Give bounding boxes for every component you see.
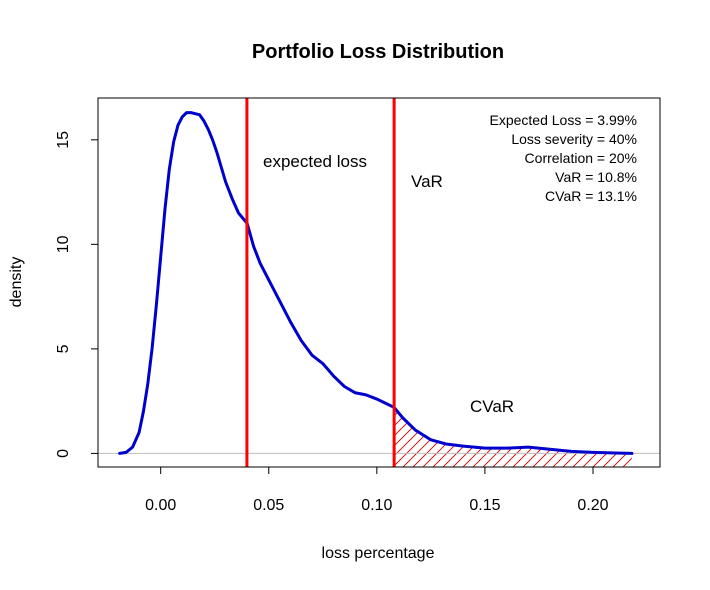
- x-axis-label: loss percentage: [322, 545, 435, 562]
- y-axis: 0 5 10 15: [55, 131, 99, 458]
- x-tick-label: 0.05: [253, 497, 284, 514]
- y-tick-label: 0: [55, 449, 72, 458]
- expected-loss-label: expected loss: [263, 152, 367, 171]
- cvar-label: CVaR: [470, 397, 514, 416]
- stat-var: VaR = 10.8%: [555, 169, 637, 185]
- stat-expected-loss: Expected Loss = 3.99%: [490, 112, 638, 128]
- y-tick-label: 5: [55, 344, 72, 353]
- y-tick-label: 15: [55, 131, 72, 149]
- var-label: VaR: [411, 172, 443, 191]
- stat-correlation: Correlation = 20%: [525, 150, 637, 166]
- density-curve: [118, 111, 634, 455]
- plot-area: [98, 98, 660, 467]
- cvar-hatched-region: [394, 407, 632, 467]
- chart-title: Portfolio Loss Distribution: [252, 41, 504, 63]
- stat-loss-severity: Loss severity = 40%: [511, 131, 637, 147]
- x-tick-label: 0.15: [469, 497, 500, 514]
- y-tick-label: 10: [55, 235, 72, 253]
- x-tick-label: 0.00: [145, 497, 176, 514]
- x-axis: 0.00 0.05 0.10 0.15 0.20: [145, 466, 609, 514]
- y-axis-label: density: [8, 257, 25, 308]
- x-tick-label: 0.20: [577, 497, 608, 514]
- stat-cvar: CVaR = 13.1%: [545, 188, 637, 204]
- x-tick-label: 0.10: [361, 497, 392, 514]
- stats-annotation: Expected Loss = 3.99% Loss severity = 40…: [490, 112, 638, 204]
